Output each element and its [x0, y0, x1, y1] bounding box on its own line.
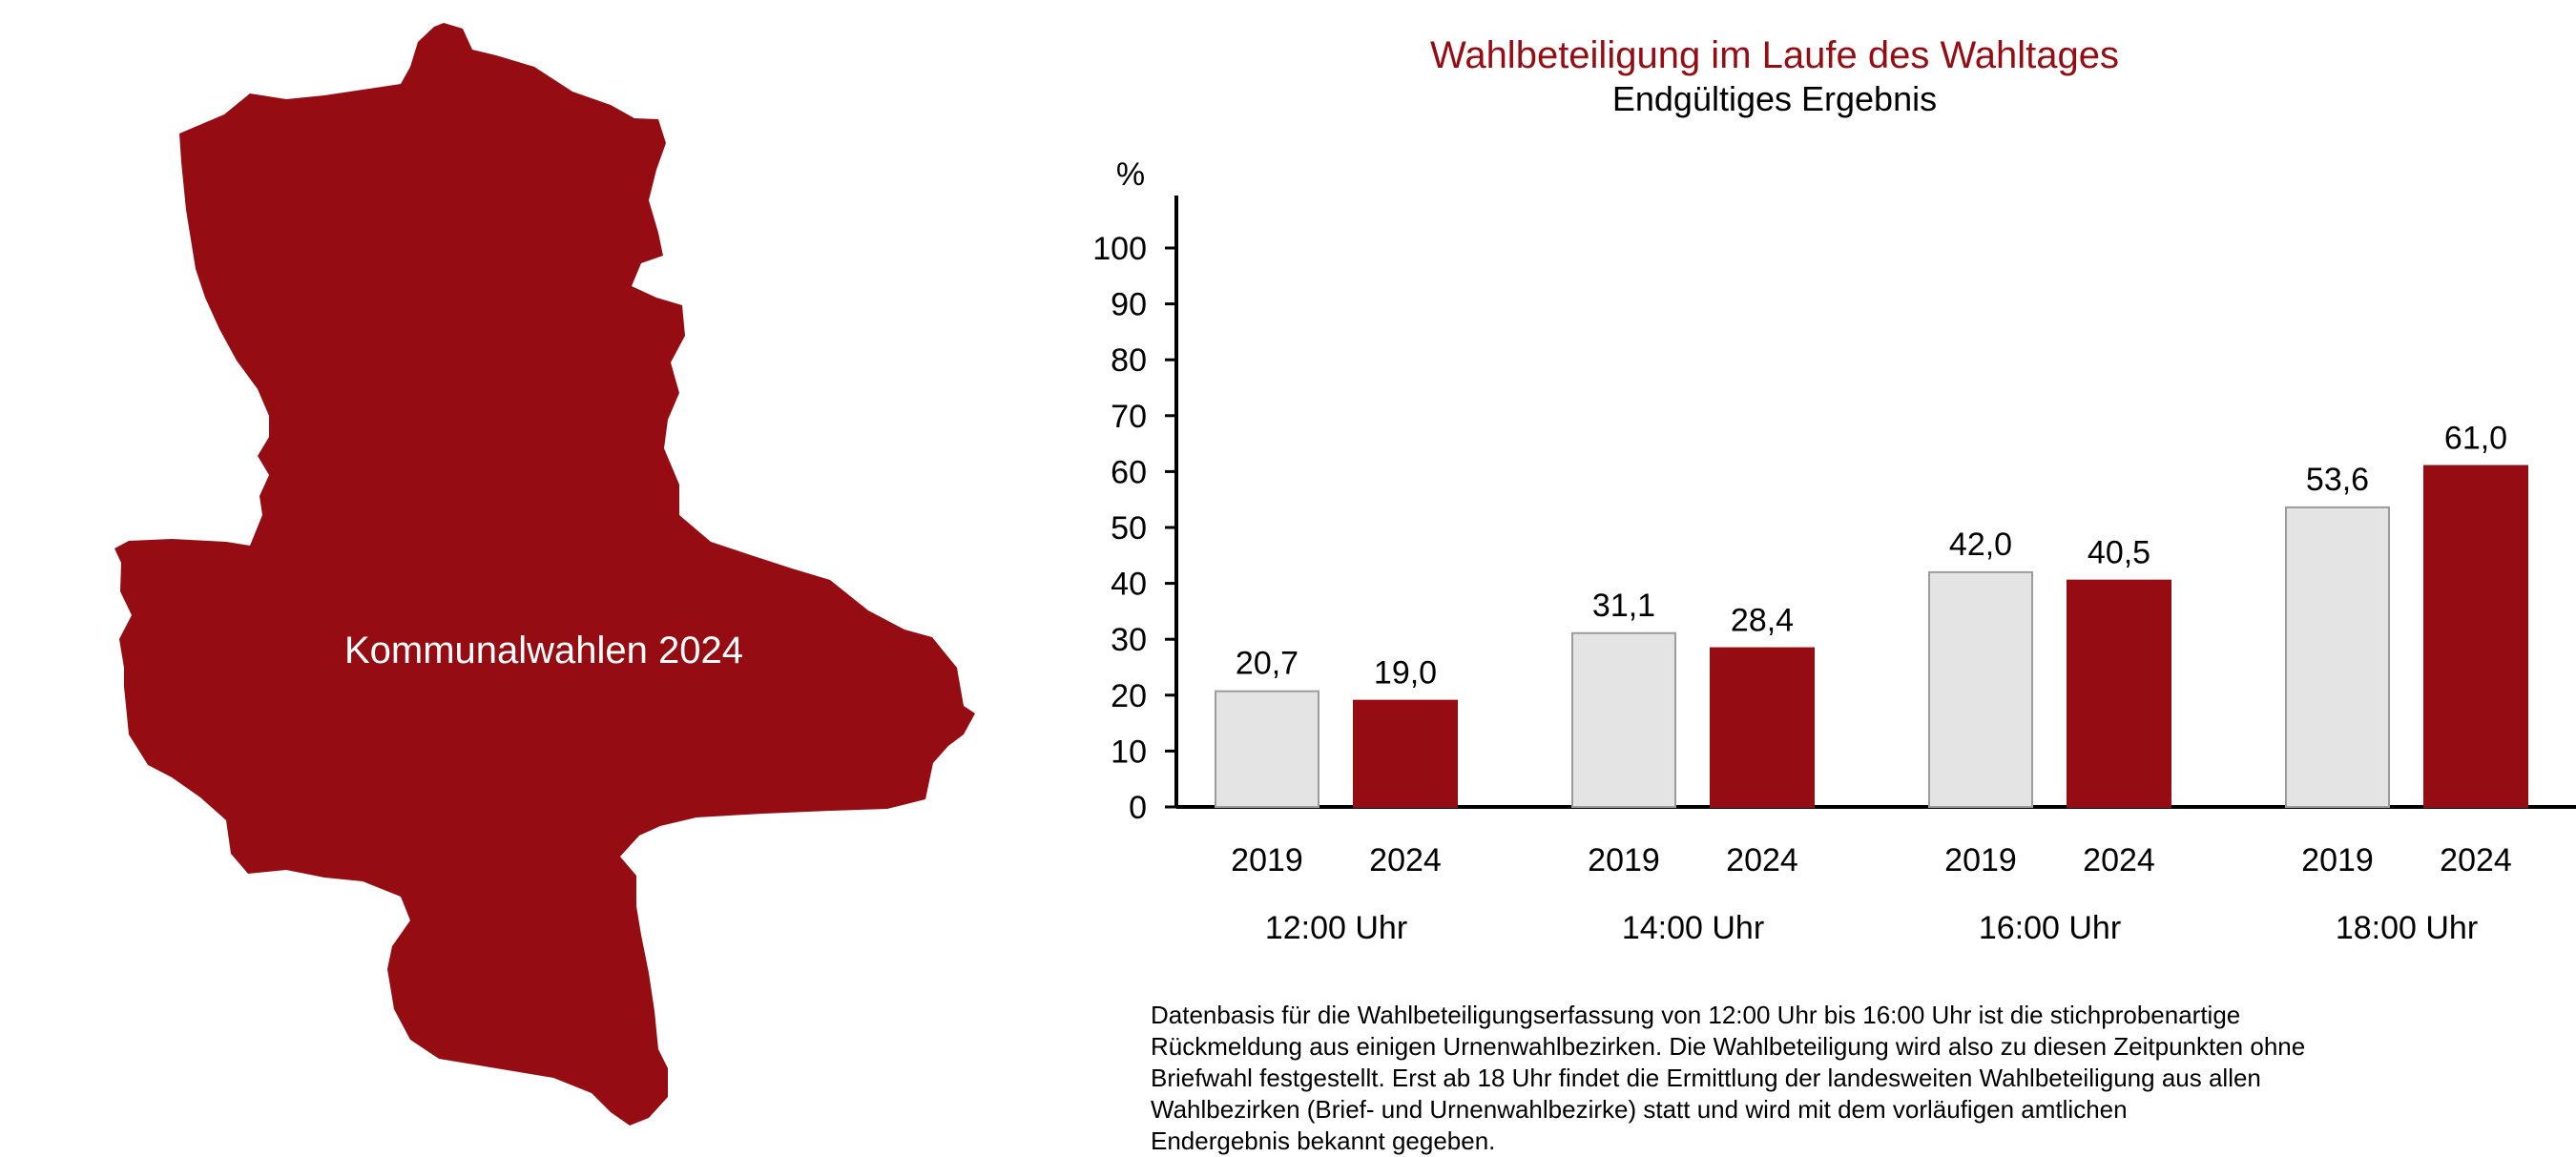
footnote-line: Endergebnis bekannt gegeben.: [1151, 1126, 1496, 1155]
x-series-year-label: 2024: [1726, 842, 1798, 878]
state-outline: [114, 23, 975, 1126]
bar-2024-3: [2423, 465, 2528, 808]
bar-value-label: 40,5: [2088, 535, 2150, 571]
y-axis-unit-label: %: [1116, 156, 1145, 193]
footnote-line: Datenbasis für die Wahlbeteiligungserfas…: [1151, 1001, 2241, 1029]
x-series-year-label: 2019: [1231, 842, 1303, 878]
y-tick-label: 80: [1111, 342, 1147, 379]
x-category-label: 18:00 Uhr: [2336, 910, 2478, 946]
x-category-label: 14:00 Uhr: [1622, 910, 1764, 946]
footnote: Datenbasis für die Wahlbeteiligungserfas…: [1151, 1000, 2524, 1157]
bar-value-label: 61,0: [2444, 421, 2507, 457]
bar-2019-2: [1928, 570, 2033, 808]
map-panel: Kommunalwahlen 2024: [0, 0, 1002, 1145]
y-tick-label: 90: [1111, 287, 1147, 323]
y-tick-label: 20: [1111, 678, 1147, 714]
y-tick-label: 0: [1129, 790, 1147, 826]
x-category-label: 12:00 Uhr: [1265, 910, 1407, 946]
x-series-year-label: 2019: [2301, 842, 2374, 878]
x-series-year-label: 2024: [1369, 842, 1442, 878]
bar-value-label: 42,0: [1949, 527, 2012, 563]
bar-value-label: 53,6: [2306, 462, 2369, 498]
x-series-year-label: 2024: [2440, 842, 2512, 878]
x-category-label: 16:00 Uhr: [1979, 910, 2121, 946]
y-tick-label: 100: [1092, 231, 1147, 267]
y-tick-label: 10: [1111, 733, 1147, 770]
bar-value-label: 19,0: [1374, 655, 1437, 692]
x-series-year-label: 2019: [1588, 842, 1660, 878]
x-series-year-label: 2024: [2083, 842, 2155, 878]
bar-value-label: 28,4: [1731, 603, 1794, 639]
y-tick-label: 40: [1111, 567, 1147, 603]
bar-2024-0: [1353, 699, 1458, 808]
y-tick-label: 30: [1111, 622, 1147, 658]
chart-title: Wahlbeteiligung im Laufe des Wahltages: [1430, 34, 2119, 76]
bar-2024-1: [1710, 647, 1815, 808]
bar-value-label: 31,1: [1592, 588, 1655, 624]
bar-2019-1: [1571, 631, 1676, 809]
map-label: Kommunalwahlen 2024: [343, 630, 744, 671]
chart-subtitle: Endgültiges Ergebnis: [1611, 79, 1938, 118]
x-series-year-label: 2019: [1944, 842, 2017, 878]
footnote-line: Briefwahl festgestellt. Erst ab 18 Uhr f…: [1151, 1064, 2261, 1092]
footnote-line: Rückmeldung aus einigen Urnenwahlbezirke…: [1151, 1032, 2306, 1061]
bar-value-label: 20,7: [1236, 646, 1298, 682]
footnote-line: Wahlbezirken (Brief- und Urnenwahlbezirk…: [1151, 1095, 2128, 1124]
bar-2024-2: [2067, 579, 2171, 808]
saxony-anhalt-map-shape: [114, 23, 975, 1126]
bar-2019-3: [2285, 506, 2390, 808]
y-tick-label: 70: [1111, 399, 1147, 435]
bar-2019-0: [1215, 690, 1319, 808]
y-tick-label: 60: [1111, 454, 1147, 490]
y-tick-label: 50: [1111, 510, 1147, 547]
